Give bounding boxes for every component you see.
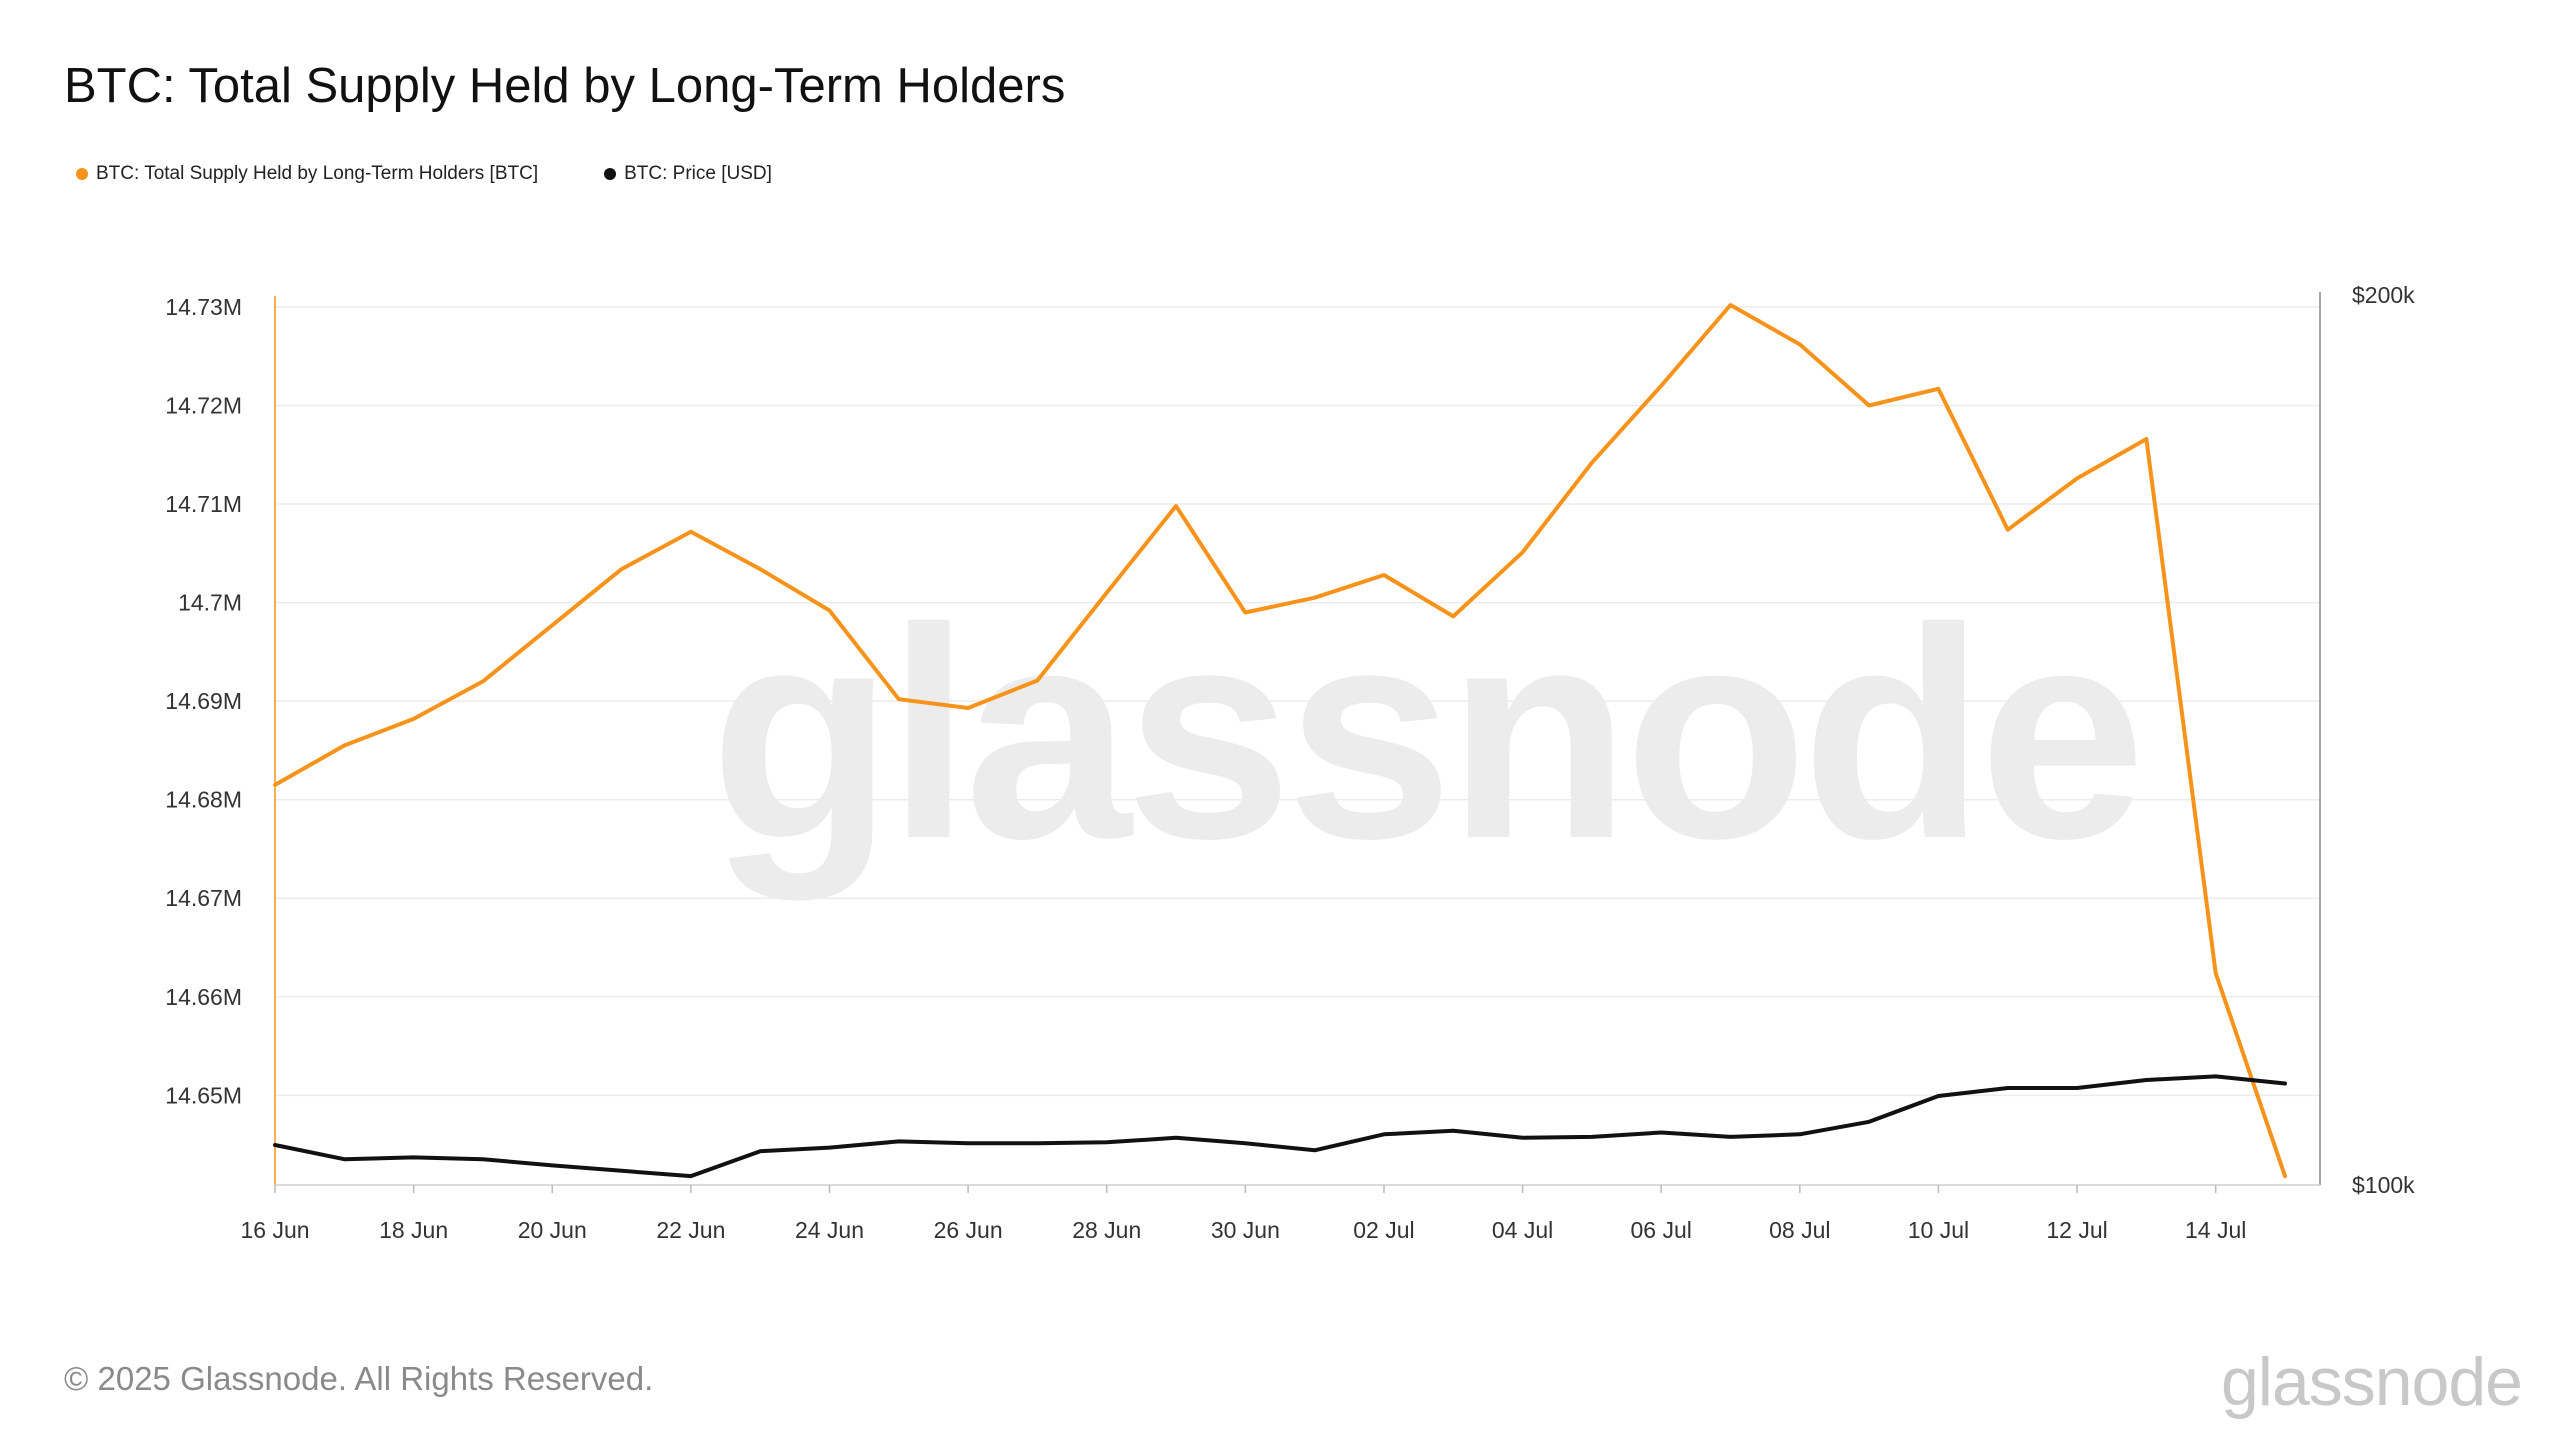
chart-title: BTC: Total Supply Held by Long-Term Hold… — [64, 59, 1066, 113]
legend-item-lth-supply[interactable]: BTC: Total Supply Held by Long-Term Hold… — [76, 163, 538, 185]
y-left-tick-label: 14.69M — [165, 688, 242, 714]
x-tick-labels: 16 Jun 18 Jun 20 Jun 22 Jun 24 Jun 26 Jun 28 J… — [240, 1217, 2246, 1243]
x-tick-label: 16 Jun — [240, 1217, 309, 1243]
y-left-tick-labels: 14.65M 14.66M 14.67M 14.68M 14.69M 14.7M 14.71… — [165, 294, 242, 1108]
x-tick-label: 02 Jul — [1353, 1217, 1414, 1243]
x-tick-label: 04 Jul — [1492, 1217, 1553, 1243]
x-tick-label: 26 Jun — [934, 1217, 1003, 1243]
legend: BTC: Total Supply Held by Long-Term Hold… — [76, 163, 772, 185]
y-right-tick-label: $200k — [2352, 282, 2415, 308]
x-tick-label: 12 Jul — [2046, 1217, 2107, 1243]
series-line-lth-supply[interactable] — [273, 303, 2287, 1179]
y-left-tick-label: 14.72M — [165, 393, 242, 419]
y-left-tick-label: 14.67M — [165, 885, 242, 911]
y-left-tick-label: 14.71M — [165, 491, 242, 517]
legend-item-price[interactable]: BTC: Price [USD] — [604, 163, 772, 185]
series-line-price[interactable] — [273, 1074, 2287, 1179]
footer-logo: glassnode — [2220, 1344, 2523, 1420]
x-tick-label: 06 Jul — [1631, 1217, 1692, 1243]
x-tick-label: 14 Jul — [2185, 1217, 2246, 1243]
footer-copyright: © 2025 Glassnode. All Rights Reserved. — [64, 1360, 654, 1397]
y-left-tick-label: 14.7M — [178, 590, 242, 616]
legend-dot-black — [604, 168, 617, 180]
x-tick-label: 20 Jun — [518, 1217, 587, 1243]
x-tick-label: 10 Jul — [1908, 1217, 1969, 1243]
x-tick-label: 24 Jun — [795, 1217, 864, 1243]
x-tick-label: 30 Jun — [1211, 1217, 1280, 1243]
legend-dot-orange — [76, 168, 88, 180]
grid-lines — [275, 306, 2320, 1097]
x-tick-label: 18 Jun — [379, 1217, 448, 1243]
legend-label-price: BTC: Price [USD] — [624, 163, 772, 184]
x-tick-label: 08 Jul — [1769, 1217, 1830, 1243]
series-lines — [273, 303, 2287, 1179]
x-tick-label: 22 Jun — [656, 1217, 725, 1243]
x-tick-label: 28 Jun — [1072, 1217, 1141, 1243]
y-right-tick-labels: $100k $200k — [2352, 282, 2415, 1198]
y-right-tick-label: $100k — [2352, 1172, 2415, 1198]
y-left-tick-label: 14.68M — [165, 787, 242, 813]
axes — [274, 292, 2321, 1193]
y-left-tick-label: 14.65M — [165, 1082, 242, 1108]
legend-label-lth-supply: BTC: Total Supply Held by Long-Term Hold… — [96, 163, 539, 184]
y-left-tick-label: 14.66M — [165, 984, 242, 1010]
y-left-tick-label: 14.73M — [165, 294, 242, 320]
